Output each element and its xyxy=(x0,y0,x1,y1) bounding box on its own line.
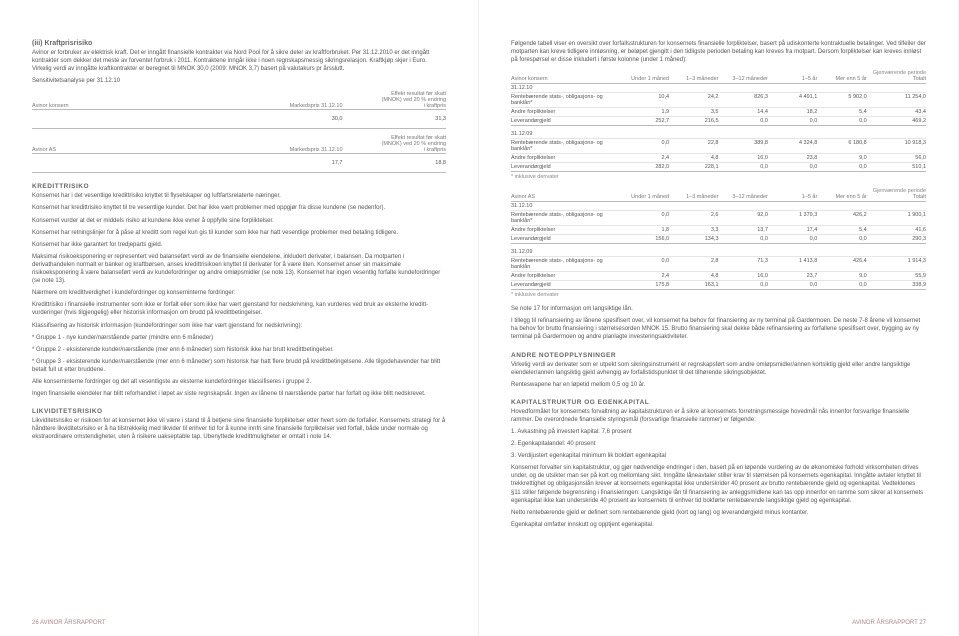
table-row: Andre forpliktelser2,44,816,023,79,055,9 xyxy=(511,272,926,281)
table-row: Leverandørgjeld156,0134,30,00,00,0290,3 xyxy=(511,235,926,244)
sens-r1-v1: 30,0 xyxy=(195,116,343,122)
table-row: Andre forpliktelser1,93,514,418,25,443,4 xyxy=(511,108,926,117)
sens-r2-v1: 17,7 xyxy=(195,160,343,166)
sens-table-2: Avinor AS Markedspris 31.12.10 Effekt re… xyxy=(32,135,446,173)
sens-hdr-company2: Avinor AS xyxy=(32,147,195,153)
sens-hdr-effect2: Effekt resultat før skatt (MNOK) ved 20 … xyxy=(343,135,447,153)
right-intro: Følgende tabell viser en oversikt over f… xyxy=(511,40,926,64)
kreditt-l3: * Gruppe 3 - eksisterende kunder/nærståe… xyxy=(32,358,446,374)
deriv-note-2: * inklusive derivater xyxy=(511,292,926,299)
kreditt-p3: Konsernet vurder at det er middels risik… xyxy=(32,217,446,225)
deriv-note-1: * inklusive derivater xyxy=(511,174,926,181)
t1-hdr: Avinor konsern Under 1 måned 1–3 måneder… xyxy=(511,76,926,84)
sens-hdr-company: Avinor konsern xyxy=(32,103,195,109)
note-title: ANDRE NOTEOPPLYSNINGER xyxy=(511,352,926,359)
table-row: Rentebærende stats-, obligasjons- og ban… xyxy=(511,93,926,108)
table-row: Leverandørgjeld282,0228,10,00,00,0510,1 xyxy=(511,163,926,172)
table-row: Rentebærende stats-, obligasjons- og ban… xyxy=(511,211,926,226)
kreditt-p7: Nærmere om kredittverdighet i kundefordr… xyxy=(32,289,446,297)
note-p2: Renteswapene har en løpetid mellom 0,5 o… xyxy=(511,381,926,389)
sens-hdr-market2: Markedspris 31.12.10 xyxy=(195,147,343,153)
kreditt-l2: * Gruppe 2 - eksisterende kunder/nærståe… xyxy=(32,346,446,354)
sens-table-1: Avinor konsern Markedspris 31.12.10 Effe… xyxy=(32,91,446,129)
right-page: Følgende tabell viser en oversikt over f… xyxy=(479,0,958,636)
likv-p1: Likviditetsrisiko er risikoen for at kon… xyxy=(32,417,446,441)
kreditt-l1: * Gruppe 1 - nye kunder/nærstående parte… xyxy=(32,334,446,342)
footer-right: AVINOR ÅRSRAPPORT 27 xyxy=(852,620,926,626)
kap-l3: 3. Verdijustert egenkapital minimum lik … xyxy=(511,452,926,460)
kap-title: KAPITALSTRUKTUR OG EGENKAPITAL xyxy=(511,399,926,406)
sens-hdr-market: Markedspris 31.12.10 xyxy=(195,103,343,109)
sens-r2-v2: 18,8 xyxy=(343,160,447,166)
t1-sec2: 31.12.09 xyxy=(511,130,926,139)
table-row: Andre forpliktelser1,83,313,717,45,441,6 xyxy=(511,226,926,235)
kreditt-p9: Klassifisering av historisk informasjon … xyxy=(32,322,446,330)
t1-sec1: 31.12.10 xyxy=(511,84,926,93)
left-page: (iii) Kraftprisrisiko Avinor er forbruke… xyxy=(0,0,479,636)
sens-hdr-effect: Effekt resultat før skatt (MNOK) ved 20 … xyxy=(343,91,447,109)
sens-r1-v2: 31,3 xyxy=(343,116,447,122)
kreditt-p11: Ingen finansielle eiendeler har blitt re… xyxy=(32,390,446,398)
t2-sec1: 31.12.10 xyxy=(511,202,926,211)
kreditt-p1: Konsernet har i det vesentlige kredittri… xyxy=(32,192,446,200)
table-row: Rentebærende stats-, obligasjons- og ban… xyxy=(511,257,926,272)
kreditt-title: KREDITTRISIKO xyxy=(32,183,446,190)
kap-p3: Netto rentebærende gjeld er definert som… xyxy=(511,509,926,517)
kap-p1: Hovedformålet for konsernets forvaltning… xyxy=(511,408,926,424)
table-row: Andre forpliktelser2,44,816,023,89,056,0 xyxy=(511,154,926,163)
kreditt-p5: Konsernet har ikke garantert for tredjep… xyxy=(32,241,446,249)
kap-p2: Konsernet forvalter sin kapitalstruktur,… xyxy=(511,464,926,504)
kraft-text: Avinor er forbruker av elektrisk kraft. … xyxy=(32,49,446,73)
kreditt-p10: Alle konserninterne fordringer og det al… xyxy=(32,378,446,386)
kap-l2: 2. Egenkapitalandel: 40 prosent xyxy=(511,440,926,448)
sens-title: Sensitivitetsanalyse per 31.12.10 xyxy=(32,77,446,85)
kreditt-p6: Maksimal risikoeksponering er represente… xyxy=(32,253,446,285)
t2-hdr: Avinor AS Under 1 måned 1–3 måneder 3–12… xyxy=(511,194,926,202)
t2-sec2: 31.12.09 xyxy=(511,248,926,257)
table-row: Leverandørgjeld252,7216,50,00,00,0469,2 xyxy=(511,117,926,126)
footer-left: 26 AVINOR ÅRSRAPPORT xyxy=(32,620,105,626)
kreditt-p2: Konsernet har kredittrisiko knyttet til … xyxy=(32,204,446,212)
likv-title: LIKVIDITETSRISIKO xyxy=(32,408,446,415)
kreditt-p8: Kredittrisiko i finansielle instrumenter… xyxy=(32,301,446,317)
fin-p1: I tillegg til refinansiering av lånene s… xyxy=(511,317,926,341)
kap-p4: Egenkapital omfatter innskutt og opptjen… xyxy=(511,521,926,529)
kraft-title: (iii) Kraftprisrisiko xyxy=(32,40,446,47)
table-row: Rentebærende stats-, obligasjons- og ban… xyxy=(511,139,926,154)
kreditt-p4: Konsernet har retningslinjer for å påse … xyxy=(32,229,446,237)
note17: Se note 17 for informasjon om langsiktig… xyxy=(511,305,926,313)
note-p1: Virkelig verdi av derivater som er utpek… xyxy=(511,361,926,377)
table-row: Leverandørgjeld175,8163,10,00,00,0338,9 xyxy=(511,281,926,290)
kap-l1: 1. Avkastning på investert kapital: 7,6 … xyxy=(511,428,926,436)
